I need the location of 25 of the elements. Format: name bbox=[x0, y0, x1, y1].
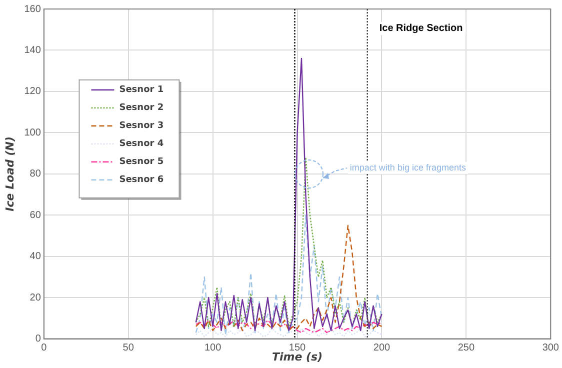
y-tick-label: 80 bbox=[30, 168, 42, 180]
x-tick-label: 50 bbox=[122, 342, 134, 354]
annotation: impact with big ice fragments bbox=[350, 162, 466, 172]
x-tick-label: 200 bbox=[373, 342, 391, 354]
legend-label: Sesnor 4 bbox=[119, 139, 164, 150]
y-tick-label: 120 bbox=[24, 86, 42, 98]
x-tick-label: 250 bbox=[458, 342, 475, 354]
y-tick-label: 160 bbox=[24, 4, 42, 15]
legend-label: Sesnor 6 bbox=[119, 175, 164, 186]
line-series bbox=[195, 320, 382, 334]
legend-label: Sesnor 1 bbox=[119, 85, 164, 96]
legend-label: Sesnor 3 bbox=[119, 121, 164, 132]
y-tick-label: 60 bbox=[30, 210, 42, 221]
x-tick-label: 300 bbox=[542, 342, 560, 354]
y-tick-label: 100 bbox=[24, 127, 42, 138]
y-tick-label: 40 bbox=[30, 251, 42, 262]
y-tick-label: 0 bbox=[35, 334, 42, 345]
y-tick-label: 140 bbox=[24, 44, 42, 56]
y-axis-title: Ice Load (N) bbox=[3, 136, 16, 212]
line-series bbox=[195, 328, 382, 338]
legend-label: Sesnor 2 bbox=[119, 103, 164, 114]
legend-label: Sesnor 5 bbox=[119, 157, 164, 168]
x-tick-label: 100 bbox=[204, 342, 222, 354]
ref-line-label: Ice Ridge Section bbox=[379, 23, 463, 34]
y-tick-label: 20 bbox=[30, 292, 42, 304]
